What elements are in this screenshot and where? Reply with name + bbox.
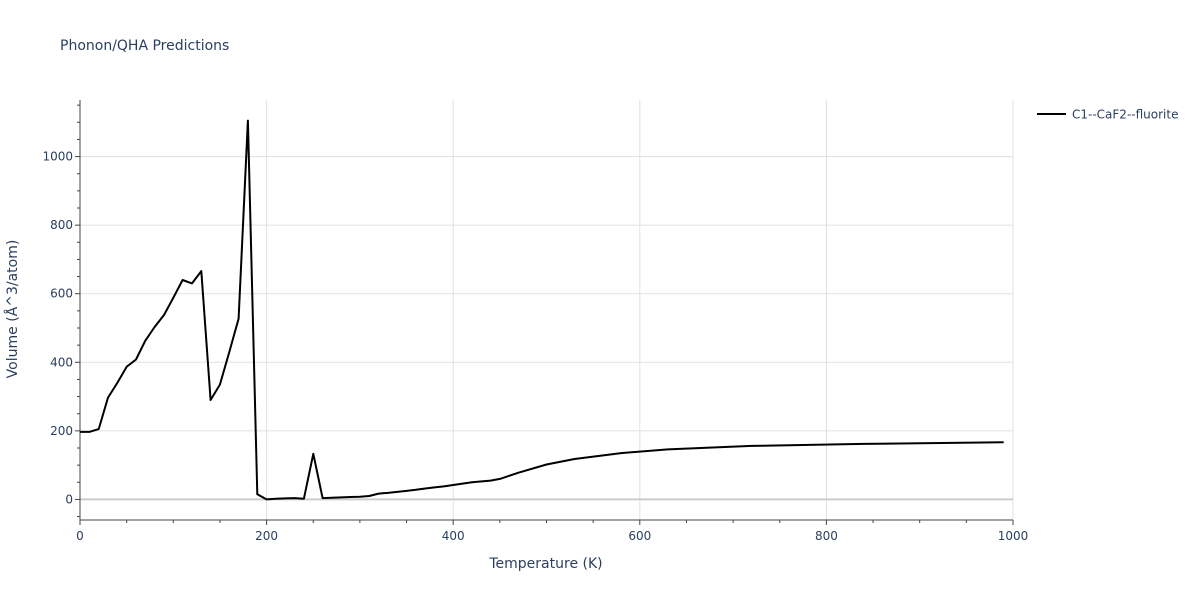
x-tick-label: 800 — [815, 529, 838, 543]
y-tick-label: 1000 — [42, 150, 73, 164]
x-tick-label: 400 — [442, 529, 465, 543]
x-tick-label: 1000 — [998, 529, 1029, 543]
y-tick-label: 200 — [50, 424, 73, 438]
series-layer — [80, 119, 1004, 501]
x-tick-label: 0 — [76, 529, 84, 543]
chart-title: Phonon/QHA Predictions — [60, 38, 229, 54]
x-tick-label: 600 — [628, 529, 651, 543]
y-tick-label: 400 — [50, 355, 73, 369]
legend[interactable]: C1--CaF2--fluorite — [1037, 108, 1178, 122]
y-tick-label: 600 — [50, 287, 73, 301]
series-line — [80, 119, 1004, 501]
y-tick-label: 800 — [50, 218, 73, 232]
y-axis-title: Volume (Å^3/atom) — [4, 240, 21, 379]
legend-label: C1--CaF2--fluorite — [1072, 108, 1178, 122]
grid-lines — [80, 100, 1014, 520]
tick-labels: 0 200 400 600 800 1000 0 200 400 600 800 1000 — [42, 150, 1028, 543]
x-tick-label: 200 — [255, 529, 278, 543]
x-axis-title: Temperature (K) — [488, 556, 602, 572]
axes — [75, 100, 1014, 525]
y-tick-label: 0 — [65, 492, 73, 506]
